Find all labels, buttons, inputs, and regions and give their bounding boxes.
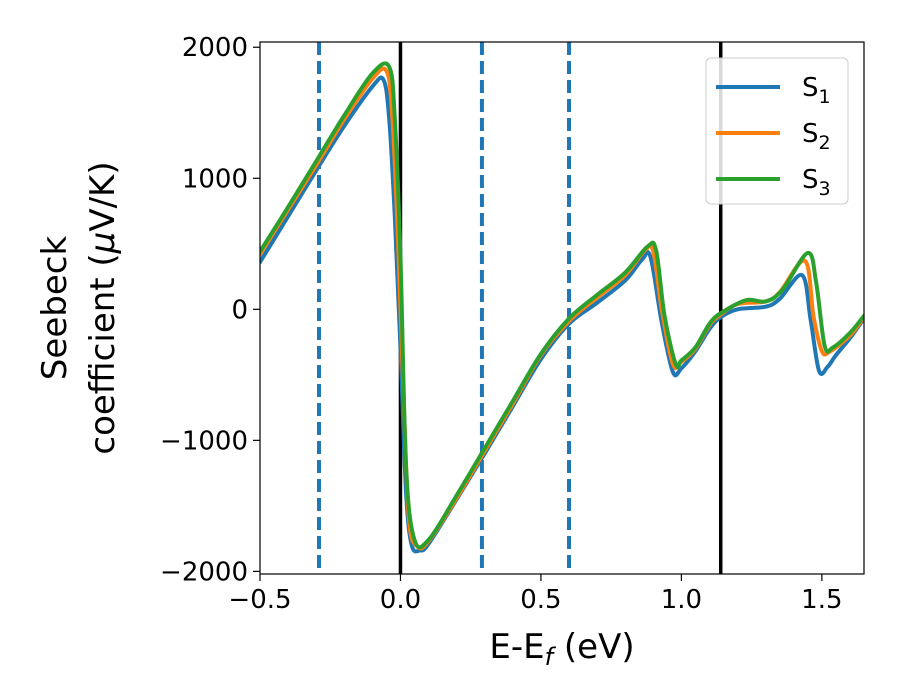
x-tick-label: −0.5 (228, 585, 291, 615)
legend-label-s1: S1 (802, 73, 831, 108)
x-tick-label: 0.0 (380, 585, 421, 615)
legend-label-s3: S3 (802, 165, 831, 200)
y-tick-label: −2000 (160, 557, 248, 587)
x-tick-label: 1.5 (801, 585, 842, 615)
y-axis-label-line2: coefficient (μV/K) (83, 161, 123, 454)
y-tick-label: 1000 (182, 164, 248, 194)
series-line-s3 (260, 61, 864, 550)
y-tick-label: 0 (231, 295, 248, 325)
plot-frame (259, 41, 865, 575)
x-tick-label: 0.5 (520, 585, 561, 615)
y-tick-label: −1000 (160, 426, 248, 456)
y-axis-label: Seebeck coefficient (μV/K) (35, 161, 123, 454)
y-tick-label: 2000 (182, 33, 248, 63)
series-layer (260, 61, 864, 554)
y-axis-label-line1: Seebeck (35, 236, 75, 381)
legend: S1 S2 S3 (705, 57, 849, 205)
legend-label-s2: S2 (802, 119, 831, 154)
x-axis-label: E-Ef (eV) (489, 627, 634, 671)
x-axis: −0.5 0.0 0.5 1.0 1.5 (228, 574, 843, 615)
series-line-s1 (260, 75, 864, 554)
y-axis: −2000 −1000 0 1000 2000 (160, 33, 260, 587)
x-tick-label: 1.0 (661, 585, 702, 615)
